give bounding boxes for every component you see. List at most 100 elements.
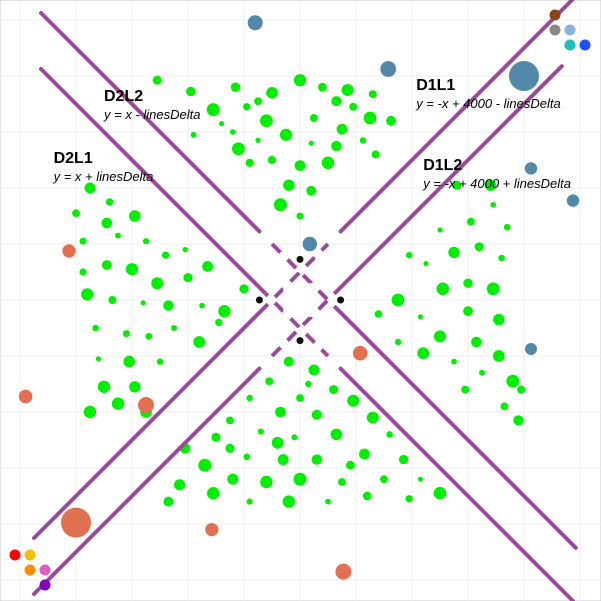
color-dot <box>39 579 51 591</box>
green-point <box>206 103 220 117</box>
green-point <box>92 324 99 332</box>
green-point <box>279 128 293 141</box>
green-point <box>183 273 193 283</box>
line-d2l1 <box>32 310 262 540</box>
green-point <box>207 487 220 500</box>
green-point <box>386 431 393 438</box>
line-d1l1-dashed <box>257 285 330 358</box>
green-point <box>474 242 484 252</box>
green-point <box>310 114 318 122</box>
green-point <box>72 209 80 218</box>
green-point <box>293 74 307 87</box>
green-point <box>193 336 206 348</box>
orange-point <box>61 507 91 538</box>
green-point <box>363 111 377 125</box>
green-point <box>198 458 212 472</box>
green-point <box>498 254 505 262</box>
green-point <box>230 82 241 92</box>
green-point <box>239 284 249 294</box>
green-point <box>101 260 112 270</box>
green-point <box>156 358 164 365</box>
green-point <box>374 310 383 318</box>
green-point <box>101 217 113 229</box>
green-point <box>152 75 162 85</box>
green-point <box>500 402 509 411</box>
line-label-d2l1: D2L1 <box>54 150 93 167</box>
intersection-point <box>255 296 263 304</box>
green-point <box>405 495 413 503</box>
green-point <box>331 96 342 107</box>
green-point <box>434 330 446 343</box>
green-point <box>145 333 153 340</box>
color-dot <box>564 24 576 36</box>
intersection-points <box>255 255 345 345</box>
green-point <box>448 246 460 259</box>
green-point <box>225 443 235 453</box>
green-point <box>283 179 295 191</box>
green-point <box>271 436 284 449</box>
green-point <box>211 432 221 442</box>
green-point <box>125 263 139 276</box>
orange-point <box>62 244 76 258</box>
color-dot <box>39 564 51 576</box>
line-equation-d1l1: y = -x + 4000 - linesDelta <box>415 96 561 111</box>
outlier-points <box>18 15 580 580</box>
color-dot <box>549 24 561 36</box>
blue-point <box>247 15 263 31</box>
green-point <box>406 252 413 259</box>
line-equation-d2l1: y = x + linesDelta <box>53 169 154 184</box>
green-point <box>293 472 307 486</box>
green-point <box>417 314 423 320</box>
green-point <box>95 356 101 362</box>
green-point <box>308 140 314 146</box>
green-point <box>306 185 317 196</box>
green-point <box>232 142 245 156</box>
line-d2l2 <box>32 366 262 596</box>
green-point <box>218 305 231 318</box>
green-point <box>277 454 289 466</box>
green-point <box>227 473 239 485</box>
green-point <box>129 210 141 222</box>
line-d2l1 <box>338 0 575 234</box>
green-point <box>484 179 497 191</box>
line-label-d2l2: D2L2 <box>104 88 143 105</box>
green-point <box>311 454 322 465</box>
green-point <box>486 282 500 296</box>
green-point <box>506 374 520 388</box>
orange-point <box>138 397 154 413</box>
green-point <box>417 347 430 360</box>
line-labels: D2L2 y = x - linesDelta D2L1 y = x + linesD… <box>53 77 571 191</box>
green-point <box>186 86 196 97</box>
color-dot <box>564 39 576 51</box>
green-points <box>72 74 526 508</box>
line-d2l2 <box>338 64 564 290</box>
green-point <box>391 293 405 307</box>
green-point <box>123 355 135 368</box>
line-equation-d1l2: y = -x + 4000 + linesDelta <box>422 176 571 191</box>
green-point <box>305 380 312 388</box>
green-point <box>257 428 264 435</box>
green-point <box>215 318 223 327</box>
green-point <box>199 302 205 309</box>
green-point <box>329 385 339 395</box>
green-point <box>436 282 450 296</box>
green-point <box>108 296 117 304</box>
green-point <box>84 182 96 194</box>
color-dot <box>24 549 36 561</box>
green-point <box>140 300 146 306</box>
green-point <box>79 237 87 245</box>
green-point <box>311 409 322 420</box>
green-point <box>294 160 306 172</box>
green-point <box>423 261 429 267</box>
green-point <box>265 377 274 386</box>
green-point <box>226 416 234 425</box>
center-gap <box>283 283 317 317</box>
line-d1l2 <box>39 11 262 234</box>
green-point <box>349 102 358 111</box>
line-d1l1 <box>338 366 575 601</box>
green-point <box>111 397 125 410</box>
green-point <box>490 202 497 208</box>
green-point <box>371 150 380 159</box>
